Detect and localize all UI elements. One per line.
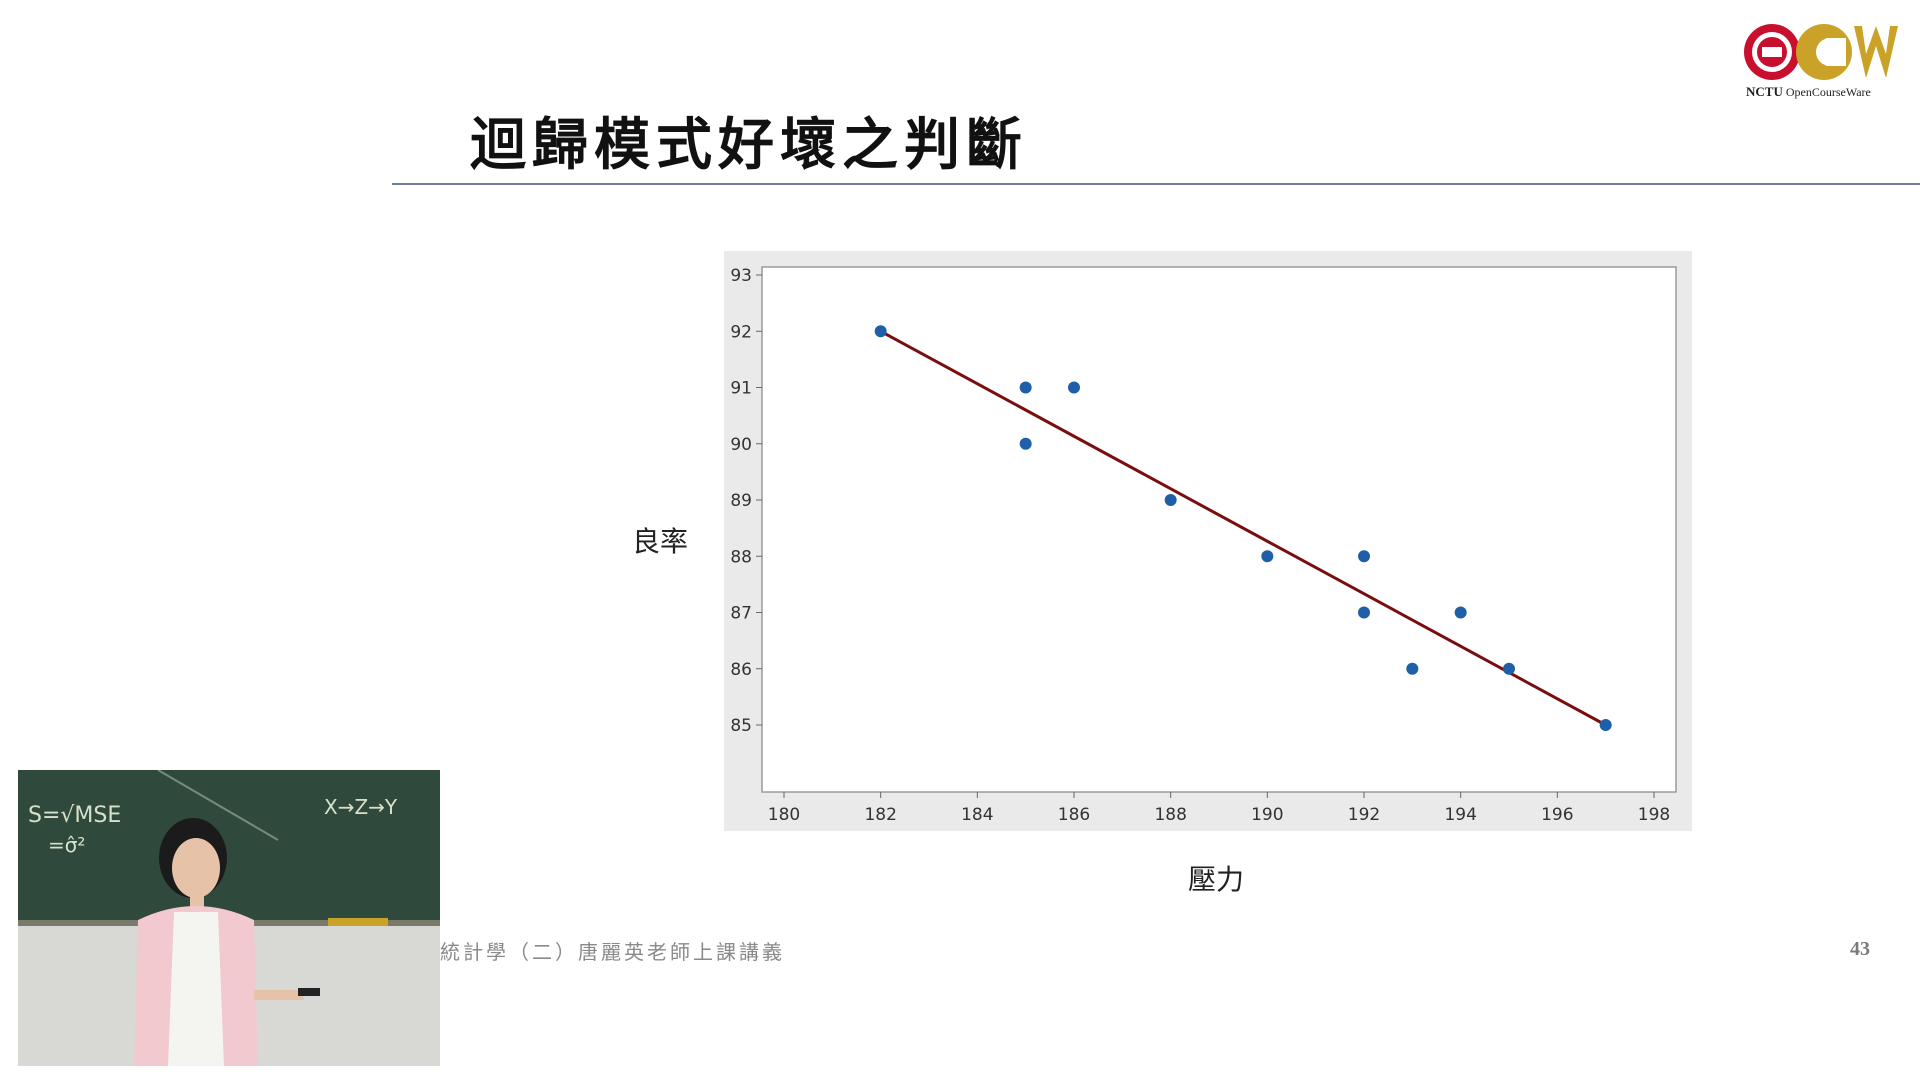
title-divider: [392, 183, 1920, 185]
lecturer-video-inset: S=√MSE =σ̂² X→Z→Y: [18, 770, 440, 1066]
x-tick-label: 180: [768, 805, 800, 825]
y-tick-label: 86: [730, 660, 752, 680]
x-tick-label: 182: [864, 805, 896, 825]
regression-line: [879, 329, 1607, 727]
x-tick-label: 198: [1638, 805, 1670, 825]
data-point: [1358, 550, 1370, 563]
y-tick-label: 93: [730, 266, 752, 286]
logo-caption: NCTU OpenCourseWare: [1746, 84, 1871, 99]
data-point: [874, 325, 887, 338]
board-formula-2: =σ̂²: [48, 833, 85, 857]
y-tick-label: 85: [730, 716, 752, 736]
data-point: [1068, 381, 1080, 394]
plot-area: [761, 266, 1677, 793]
x-tick-label: 196: [1541, 805, 1573, 825]
data-point: [1454, 606, 1467, 619]
ncku-ocw-logo: [1744, 24, 1898, 80]
x-axis-label: 壓力: [1188, 863, 1245, 896]
page-number: 43: [1850, 938, 1870, 960]
y-axis-label: 良率: [632, 525, 689, 558]
x-tick-label: 184: [961, 805, 993, 825]
data-point: [1503, 662, 1515, 675]
data-point: [1599, 719, 1612, 731]
y-tick-label: 89: [730, 491, 752, 511]
slide-title: 迴歸模式好壞之判斷: [470, 112, 1028, 178]
x-tick-label: 186: [1058, 805, 1090, 825]
data-point: [1406, 662, 1419, 675]
y-tick-label: 92: [730, 322, 752, 342]
data-point: [1358, 606, 1370, 619]
scatter-chart: 85 86 87 88 89 90 91 92 93 180 182 184 186 188 190 192 1…: [730, 266, 1677, 825]
x-tick-label: 190: [1251, 805, 1283, 825]
x-tick-label: 194: [1444, 805, 1476, 825]
y-tick-label: 87: [730, 604, 752, 624]
y-tick-label: 90: [730, 435, 752, 455]
slide-footer: 統計學（二）唐麗英老師上課講義: [440, 940, 785, 964]
data-point: [1261, 550, 1274, 563]
board-arrows: X→Z→Y: [324, 795, 398, 819]
y-tick-label: 88: [730, 547, 752, 567]
x-tick-label: 188: [1154, 805, 1186, 825]
video-frame: S=√MSE =σ̂² X→Z→Y: [18, 770, 440, 1066]
x-tick-label: 192: [1348, 805, 1380, 825]
data-point: [1019, 437, 1032, 450]
y-tick-label: 91: [730, 379, 752, 399]
board-formula: S=√MSE: [28, 803, 121, 828]
data-point: [1164, 494, 1177, 506]
data-point: [1019, 381, 1032, 394]
